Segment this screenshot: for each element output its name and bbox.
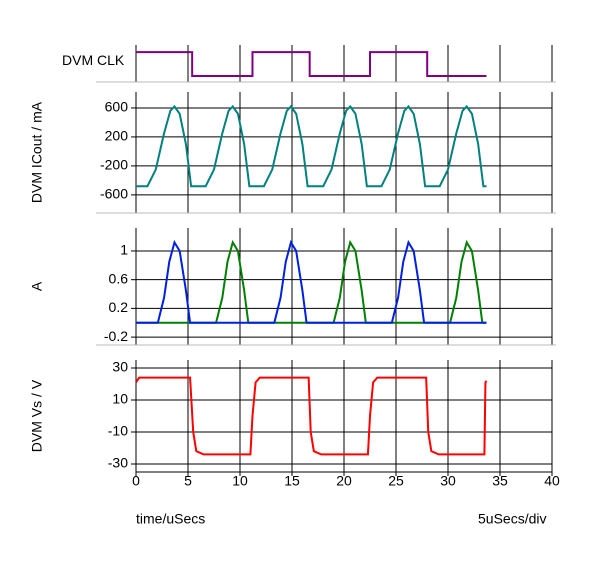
x-tick-label: 0 <box>132 473 140 489</box>
x-axis-label: time/uSecs <box>136 511 205 527</box>
y-axis-label: DVM Vs / V <box>29 379 45 452</box>
y-tick-label: -0.2 <box>104 328 128 344</box>
y-tick-label: 0.2 <box>109 299 129 315</box>
y-tick-label: 30 <box>112 359 128 375</box>
x-tick-label: 5 <box>184 473 192 489</box>
line-series <box>136 51 487 78</box>
x-tick-label: 40 <box>544 473 560 489</box>
x-tick-label: 25 <box>388 473 404 489</box>
y-tick-label: 1 <box>120 242 128 258</box>
y-tick-label: 10 <box>112 391 128 407</box>
y-tick-label: 600 <box>105 99 129 115</box>
x-tick-label: 35 <box>492 473 508 489</box>
x-tick-label: 15 <box>284 473 300 489</box>
y-tick-label: -10 <box>108 423 128 439</box>
annotation: 5uSecs/div <box>478 511 546 527</box>
y-axis-label: A <box>29 281 45 291</box>
y-tick-label: 200 <box>105 128 129 144</box>
y-tick-label: -30 <box>108 455 128 471</box>
x-tick-label: 10 <box>232 473 248 489</box>
x-tick-label: 20 <box>336 473 352 489</box>
y-tick-label: -600 <box>100 186 128 202</box>
y-axis-label: DVM ICout / mA <box>29 101 45 203</box>
x-tick-label: 30 <box>440 473 456 489</box>
y-tick-label: 0.6 <box>109 270 129 286</box>
line-series <box>136 104 487 188</box>
y-tick-label: -200 <box>100 157 128 173</box>
line-series <box>136 239 487 324</box>
line-series <box>136 239 487 324</box>
y-axis-label: DVM CLK <box>62 52 125 68</box>
line-series <box>135 376 488 456</box>
